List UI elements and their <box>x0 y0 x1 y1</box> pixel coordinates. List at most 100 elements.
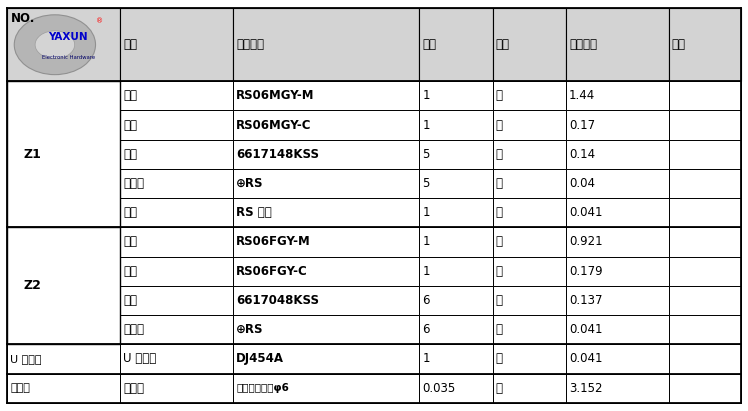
Text: 单位: 单位 <box>496 38 509 51</box>
Text: 件: 件 <box>496 265 503 278</box>
Bar <box>566 227 669 256</box>
Bar <box>566 198 669 227</box>
Bar <box>233 256 420 286</box>
Bar <box>420 140 493 169</box>
Bar <box>7 315 120 344</box>
Bar <box>233 81 420 111</box>
Text: 件: 件 <box>496 323 503 336</box>
Text: U 型端子: U 型端子 <box>10 354 42 364</box>
Text: 件: 件 <box>496 352 503 365</box>
Text: 含税单价: 含税单价 <box>569 38 597 51</box>
Bar <box>669 344 741 374</box>
Text: 3.152: 3.152 <box>569 382 603 395</box>
Bar <box>7 227 120 256</box>
Bar <box>233 169 420 198</box>
Text: 防水栓: 防水栓 <box>123 323 144 336</box>
Text: 名称: 名称 <box>123 38 138 51</box>
Bar <box>120 140 233 169</box>
Text: ⊕RS: ⊕RS <box>236 177 264 190</box>
Text: 0.14: 0.14 <box>569 148 595 161</box>
Text: RS06FGY-M: RS06FGY-M <box>236 236 311 249</box>
Bar <box>493 81 566 111</box>
Text: 防水栓: 防水栓 <box>123 177 144 190</box>
Bar <box>120 256 233 286</box>
Bar <box>120 81 233 111</box>
Text: Electronic Hardware: Electronic Hardware <box>42 55 95 60</box>
Bar <box>7 81 120 111</box>
Text: 5: 5 <box>423 148 430 161</box>
Text: 护套: 护套 <box>123 89 138 102</box>
Bar <box>7 8 120 81</box>
Ellipse shape <box>35 31 75 59</box>
Text: RS06FGY-C: RS06FGY-C <box>236 265 308 278</box>
Bar <box>493 286 566 315</box>
Text: U 型端子: U 型端子 <box>123 352 156 365</box>
Text: 热缩管: 热缩管 <box>10 383 31 393</box>
Bar <box>566 8 669 81</box>
Bar <box>566 169 669 198</box>
Bar <box>420 8 493 81</box>
Text: RS06MGY-C: RS06MGY-C <box>236 118 312 132</box>
Bar <box>420 169 493 198</box>
Text: 备注: 备注 <box>672 38 686 51</box>
Text: RS06MGY-M: RS06MGY-M <box>236 89 315 102</box>
Text: 6: 6 <box>423 294 430 307</box>
Text: 端子: 端子 <box>123 148 138 161</box>
Bar <box>7 256 120 286</box>
Bar <box>7 140 120 169</box>
Bar <box>120 111 233 140</box>
Bar <box>120 344 233 374</box>
Ellipse shape <box>14 15 96 75</box>
Bar <box>669 286 741 315</box>
Bar <box>420 315 493 344</box>
Bar <box>120 286 233 315</box>
Text: 0.041: 0.041 <box>569 323 603 336</box>
Text: 件: 件 <box>496 177 503 190</box>
Bar <box>7 227 120 344</box>
Text: ⊕RS: ⊕RS <box>236 323 264 336</box>
Bar <box>493 374 566 403</box>
Bar <box>669 111 741 140</box>
Bar <box>120 169 233 198</box>
Text: 6: 6 <box>423 323 430 336</box>
Bar <box>420 111 493 140</box>
Text: 半硬性双壁管φ6: 半硬性双壁管φ6 <box>236 383 289 393</box>
Bar <box>669 81 741 111</box>
Text: 件: 件 <box>496 294 503 307</box>
Bar <box>566 256 669 286</box>
Text: 1: 1 <box>423 352 430 365</box>
Bar <box>493 256 566 286</box>
Bar <box>233 140 420 169</box>
Bar <box>7 169 120 198</box>
Text: 0.041: 0.041 <box>569 352 603 365</box>
Bar <box>7 374 120 403</box>
Bar <box>120 315 233 344</box>
Bar <box>420 227 493 256</box>
Bar <box>7 198 120 227</box>
Bar <box>669 227 741 256</box>
Text: 米: 米 <box>496 382 503 395</box>
Text: 0.17: 0.17 <box>569 118 595 132</box>
Text: 1: 1 <box>423 265 430 278</box>
Bar <box>493 8 566 81</box>
Bar <box>420 344 493 374</box>
Bar <box>566 140 669 169</box>
Text: DJ454A: DJ454A <box>236 352 284 365</box>
Text: 图面型号: 图面型号 <box>236 38 264 51</box>
Bar <box>233 8 420 81</box>
Text: YAXUN: YAXUN <box>49 32 88 42</box>
Bar <box>120 198 233 227</box>
Text: 1: 1 <box>423 206 430 219</box>
Bar <box>233 374 420 403</box>
Text: 0.035: 0.035 <box>423 382 456 395</box>
Bar <box>493 227 566 256</box>
Bar <box>669 198 741 227</box>
Text: 0.921: 0.921 <box>569 236 603 249</box>
Bar <box>493 169 566 198</box>
Bar <box>420 81 493 111</box>
Text: 件: 件 <box>496 206 503 219</box>
Bar <box>493 111 566 140</box>
Text: 件: 件 <box>496 89 503 102</box>
Text: 0.04: 0.04 <box>569 177 595 190</box>
Bar <box>669 374 741 403</box>
